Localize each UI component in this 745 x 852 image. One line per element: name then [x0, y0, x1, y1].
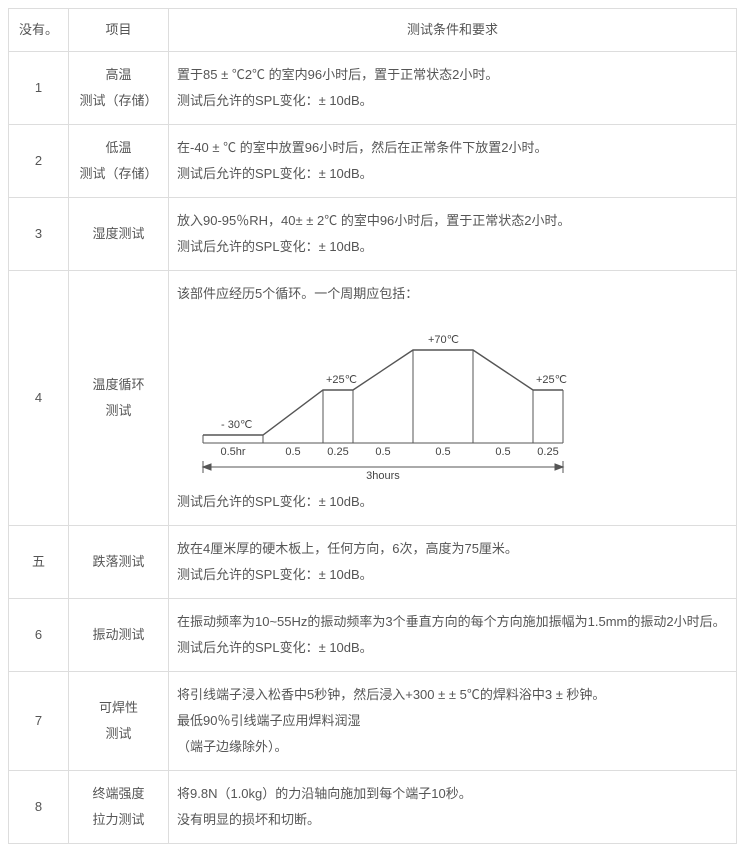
- item-line: 测试（存储）: [79, 93, 157, 108]
- cond-line: 放入90-95％RH，40± ± 2℃ 的室中96小时后，置于正常状态2小时。: [177, 213, 571, 228]
- item-line: 拉力测试: [92, 812, 144, 827]
- cond-line: 置于85 ± ℃2℃ 的室内96小时后，置于正常状态2小时。: [177, 67, 498, 82]
- item-line: 振动测试: [92, 627, 144, 642]
- cond-line: 测试后允许的SPL变化：± 10dB。: [177, 93, 373, 108]
- cond-line: 最低90％引线端子应用焊料润湿: [177, 713, 360, 728]
- cell-item: 振动测试: [69, 599, 169, 672]
- item-line: 湿度测试: [92, 226, 144, 241]
- cell-cond: 将9.8N（1.0kg）的力沿轴向施加到每个端子10秒。 没有明显的损坏和切断。: [169, 771, 737, 844]
- seg-label: 0.5: [495, 446, 510, 458]
- header-item: 项目: [69, 9, 169, 52]
- table-row: 6 振动测试 在振动频率为10~55Hz的振动频率为3个垂直方向的每个方向施加振…: [9, 599, 737, 672]
- cond-line: （端子边缘除外）。: [177, 739, 288, 754]
- item-line: 跌落测试: [92, 554, 144, 569]
- cell-cond: 在振动频率为10~55Hz的振动频率为3个垂直方向的每个方向施加振幅为1.5mm…: [169, 599, 737, 672]
- cell-cond: 放在4厘米厚的硬木板上，任何方向，6次，高度为75厘米。 测试后允许的SPL变化…: [169, 526, 737, 599]
- cond-line: 在振动频率为10~55Hz的振动频率为3个垂直方向的每个方向施加振幅为1.5mm…: [177, 614, 726, 629]
- spec-table: 没有。 项目 测试条件和要求 1 高温 测试（存储） 置于85 ± ℃2℃ 的室…: [8, 8, 737, 844]
- cond-line: 没有明显的损坏和切断。: [177, 812, 320, 827]
- item-line: 高温: [105, 67, 131, 82]
- table-row: 4 温度循环 测试 该部件应经历5个循环。一个周期应包括：: [9, 271, 737, 526]
- header-no: 没有。: [9, 9, 69, 52]
- cell-item: 低温 测试（存储）: [69, 125, 169, 198]
- cell-cond: 将引线端子浸入松香中5秒钟，然后浸入+300 ± ± 5℃的焊料浴中3 ± 秒钟…: [169, 672, 737, 771]
- cell-item: 湿度测试: [69, 198, 169, 271]
- cell-cond: 该部件应经历5个循环。一个周期应包括：: [169, 271, 737, 526]
- table-row: 8 终端强度 拉力测试 将9.8N（1.0kg）的力沿轴向施加到每个端子10秒。…: [9, 771, 737, 844]
- cell-no: 7: [9, 672, 69, 771]
- temp-label: - 30℃: [221, 419, 252, 431]
- table-row: 7 可焊性 测试 将引线端子浸入松香中5秒钟，然后浸入+300 ± ± 5℃的焊…: [9, 672, 737, 771]
- table-row: 3 湿度测试 放入90-95％RH，40± ± 2℃ 的室中96小时后，置于正常…: [9, 198, 737, 271]
- seg-label: 0.25: [537, 446, 558, 458]
- cell-item: 温度循环 测试: [69, 271, 169, 526]
- cond-line: 测试后允许的SPL变化：± 10dB。: [177, 494, 373, 509]
- cond-line: 放在4厘米厚的硬木板上，任何方向，6次，高度为75厘米。: [177, 541, 518, 556]
- seg-label: 0.5: [375, 446, 390, 458]
- seg-label: 0.5hr: [220, 446, 245, 458]
- temp-label: +25℃: [536, 374, 567, 386]
- cell-item: 终端强度 拉力测试: [69, 771, 169, 844]
- item-line: 测试（存储）: [79, 166, 157, 181]
- profile-line: [203, 350, 563, 435]
- cell-cond: 放入90-95％RH，40± ± 2℃ 的室中96小时后，置于正常状态2小时。 …: [169, 198, 737, 271]
- header-row: 没有。 项目 测试条件和要求: [9, 9, 737, 52]
- seg-label: 0.25: [327, 446, 348, 458]
- total-label: 3hours: [366, 470, 400, 482]
- header-cond: 测试条件和要求: [169, 9, 737, 52]
- cell-no: 1: [9, 52, 69, 125]
- item-line: 低温: [105, 140, 131, 155]
- cell-no: 8: [9, 771, 69, 844]
- cond-line: 在-40 ± ℃ 的室中放置96小时后，然后在正常条件下放置2小时。: [177, 140, 547, 155]
- table-row: 五 跌落测试 放在4厘米厚的硬木板上，任何方向，6次，高度为75厘米。 测试后允…: [9, 526, 737, 599]
- cell-no: 五: [9, 526, 69, 599]
- temp-label: +25℃: [326, 374, 357, 386]
- cell-item: 可焊性 测试: [69, 672, 169, 771]
- table-row: 1 高温 测试（存储） 置于85 ± ℃2℃ 的室内96小时后，置于正常状态2小…: [9, 52, 737, 125]
- temperature-cycle-diagram: - 30℃ +25℃ +70℃ +25℃ 0.5hr 0.5 0.25 0.5 …: [177, 307, 728, 489]
- temp-label: +70℃: [428, 334, 459, 346]
- cell-no: 6: [9, 599, 69, 672]
- cond-line: 测试后允许的SPL变化：± 10dB。: [177, 166, 373, 181]
- table-row: 2 低温 测试（存储） 在-40 ± ℃ 的室中放置96小时后，然后在正常条件下…: [9, 125, 737, 198]
- cell-no: 3: [9, 198, 69, 271]
- item-line: 温度循环: [92, 377, 144, 392]
- cond-line: 将引线端子浸入松香中5秒钟，然后浸入+300 ± ± 5℃的焊料浴中3 ± 秒钟…: [177, 687, 605, 702]
- cell-cond: 置于85 ± ℃2℃ 的室内96小时后，置于正常状态2小时。 测试后允许的SPL…: [169, 52, 737, 125]
- cell-no: 4: [9, 271, 69, 526]
- cond-line: 测试后允许的SPL变化：± 10dB。: [177, 640, 373, 655]
- item-line: 测试: [105, 403, 131, 418]
- cell-no: 2: [9, 125, 69, 198]
- tick-lines: [203, 350, 563, 443]
- seg-label: 0.5: [285, 446, 300, 458]
- item-line: 测试: [105, 726, 131, 741]
- cell-item: 跌落测试: [69, 526, 169, 599]
- cond-line: 测试后允许的SPL变化：± 10dB。: [177, 239, 373, 254]
- item-line: 终端强度: [92, 786, 144, 801]
- cell-item: 高温 测试（存储）: [69, 52, 169, 125]
- cond-line: 将9.8N（1.0kg）的力沿轴向施加到每个端子10秒。: [177, 786, 472, 801]
- seg-label: 0.5: [435, 446, 450, 458]
- cell-cond: 在-40 ± ℃ 的室中放置96小时后，然后在正常条件下放置2小时。 测试后允许…: [169, 125, 737, 198]
- cond-intro: 该部件应经历5个循环。一个周期应包括：: [177, 286, 418, 301]
- item-line: 可焊性: [99, 700, 138, 715]
- cond-line: 测试后允许的SPL变化：± 10dB。: [177, 567, 373, 582]
